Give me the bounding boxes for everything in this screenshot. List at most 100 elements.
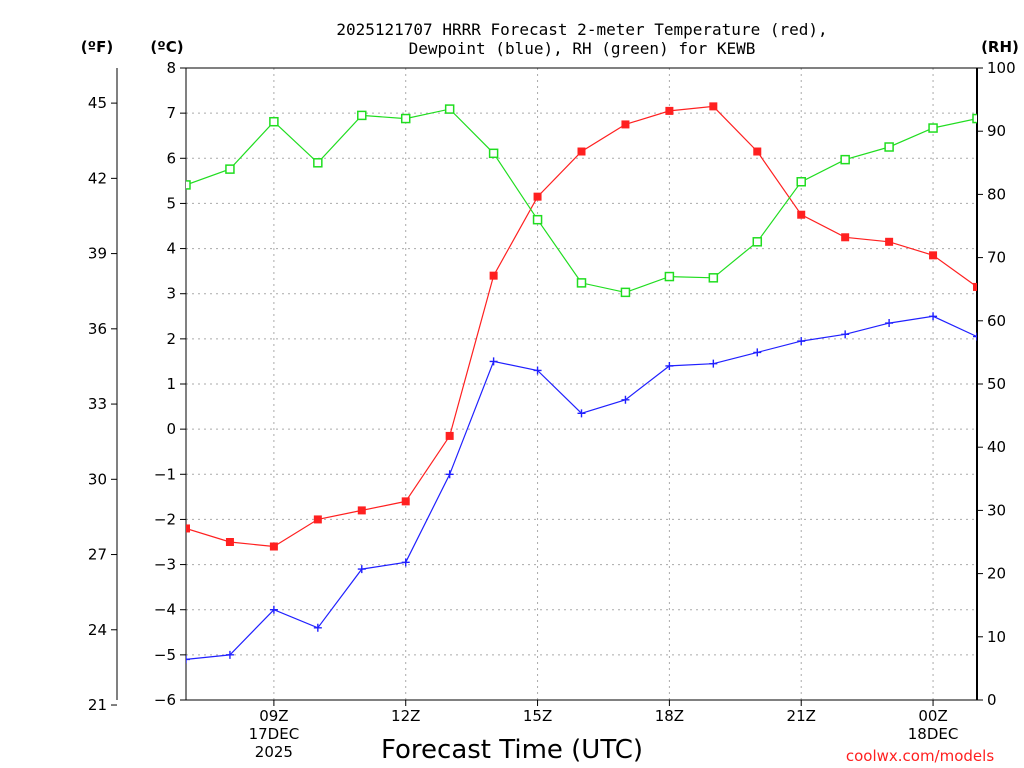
celsius-tick-label: 2 [166,330,176,348]
rh-tick-label: 50 [987,375,1006,393]
dewpoint-point [313,623,322,632]
rh-point [532,214,543,225]
x-axis-title: Forecast Time (UTC) [381,735,643,765]
dewpoint-point [929,312,938,321]
rh-unit-label: (RH) [981,38,1019,56]
temperature-line [186,105,977,548]
temperature-point [885,237,894,246]
dewpoint-point [621,395,630,404]
x-tick-label: 15Z [523,707,552,725]
dewpoint-point [885,319,894,328]
temperature-point [186,524,190,533]
rh-tick-label: 60 [987,312,1006,330]
temperature-point [577,147,586,156]
temperature-point [533,192,542,201]
dewpoint-point [973,332,977,341]
dewpoint-point [186,655,190,664]
celsius-unit-label: (ºC) [150,38,183,56]
celsius-tick-label: −2 [154,510,176,528]
dewpoint-point [709,359,718,368]
fahrenheit-tick-label: 24 [88,621,107,639]
rh-point [620,287,631,298]
temperature-point [709,102,718,111]
dewpoint-point [753,348,762,357]
x-tick-date: 18DEC [908,725,959,743]
axes: −6−5−4−3−2−10123456782124273033363942450… [88,59,1016,761]
rh-tick-label: 70 [987,249,1006,267]
rh-tick-label: 40 [987,438,1006,456]
rh-point [225,164,235,174]
temperature-point [797,210,806,219]
dewpoint-point [357,565,366,574]
temperature-point [489,271,498,280]
celsius-tick-label: 6 [166,149,176,167]
grid-lines [186,68,977,700]
fahrenheit-tick-label: 45 [88,94,107,112]
rh-tick-label: 80 [987,185,1006,203]
x-tick-label: 21Z [787,707,816,725]
rh-point [576,278,587,288]
celsius-tick-label: −5 [154,646,176,664]
temperature-point [225,538,234,546]
fahrenheit-tick-label: 39 [88,245,107,263]
chart-title-line-1: 2025121707 HRRR Forecast 2-meter Tempera… [336,20,827,39]
x-tick-label: 09Z [259,707,288,725]
fahrenheit-unit-label: (ºF) [81,38,113,56]
rh-tick-label: 30 [987,501,1006,519]
dewpoint-point [489,357,498,366]
celsius-tick-label: 5 [166,194,176,212]
x-tick-label: 00Z [918,707,947,725]
credit-text: coolwx.com/models [846,747,994,765]
rh-point [400,113,411,124]
temperature-point [445,431,454,440]
celsius-tick-label: 7 [166,104,176,122]
dewpoint-point [577,409,586,418]
rh-point [313,158,323,168]
temperature-point [269,542,278,551]
rh-point [928,123,938,133]
fahrenheit-tick-label: 30 [88,470,107,488]
x-tick-label: 18Z [655,707,684,725]
fahrenheit-tick-label: 36 [88,320,107,338]
rh-tick-label: 90 [987,122,1006,140]
series-group [186,102,977,664]
celsius-tick-label: −6 [154,691,176,709]
celsius-tick-label: 1 [166,375,176,393]
rh-point [357,110,367,121]
rh-point [444,104,455,114]
rh-point [664,271,675,282]
temperature-point [973,282,977,291]
x-tick-date: 17DEC [249,725,300,743]
dewpoint-point [665,361,674,370]
dewpoint-line [186,315,977,660]
fahrenheit-tick-label: 33 [88,395,107,413]
temperature-point [753,147,762,156]
rh-tick-label: 100 [987,59,1016,77]
dewpoint-point [225,650,234,659]
rh-point [186,180,191,190]
temperature-point [665,106,674,115]
temperature-point [841,233,850,242]
fahrenheit-tick-label: 21 [88,696,107,714]
temperature-point [401,497,410,506]
celsius-tick-label: 4 [166,240,176,258]
series-layer [186,102,977,664]
dewpoint-point [445,470,454,479]
rh-point [840,154,850,165]
rh-point [708,273,719,283]
rh-point [884,142,894,152]
x-tick-year: 2025 [255,743,293,761]
dewpoint-point [797,337,806,346]
rh-point [269,116,279,127]
dewpoint-point [533,366,542,375]
temperature-point [929,251,938,260]
rh-point [972,113,977,124]
fahrenheit-tick-label: 27 [88,546,107,564]
celsius-tick-label: 0 [166,420,176,438]
rh-point [488,148,499,159]
temperature-point [357,506,366,515]
celsius-tick-label: −3 [154,556,176,574]
fahrenheit-tick-label: 42 [88,169,107,187]
x-tick-label: 12Z [391,707,420,725]
